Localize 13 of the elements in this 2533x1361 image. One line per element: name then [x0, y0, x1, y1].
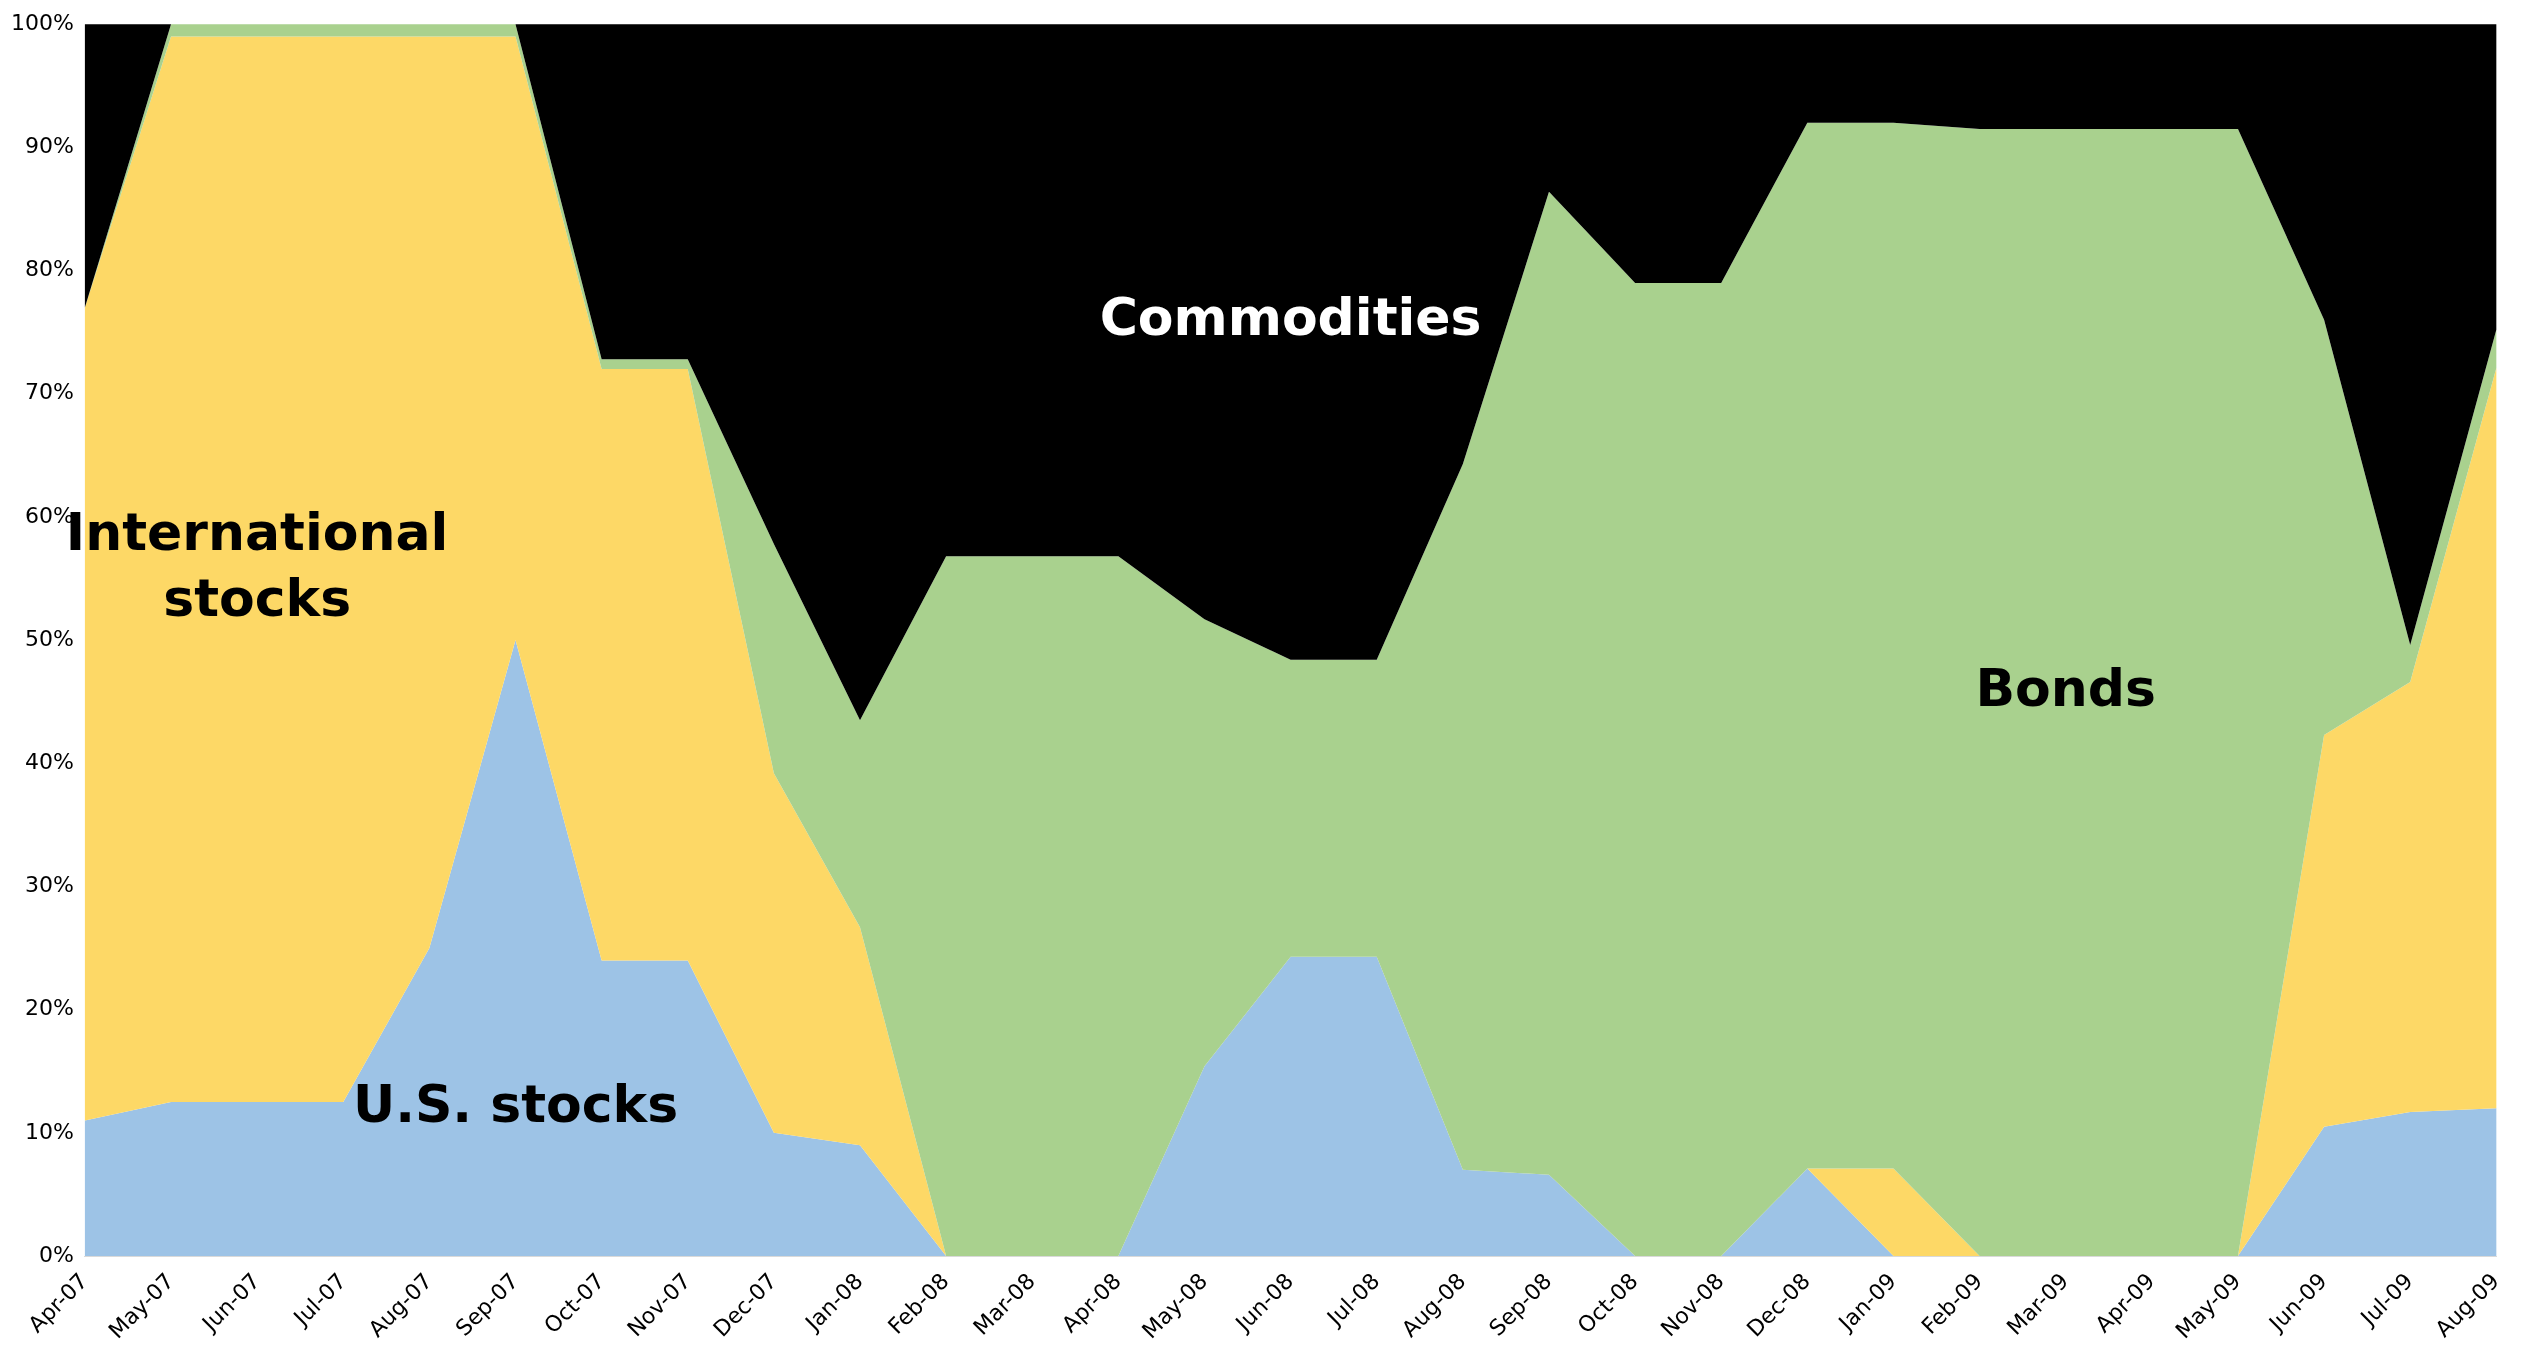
y-tick-label: 90%: [24, 133, 74, 159]
y-tick-label: 80%: [24, 256, 74, 282]
series-label: Commodities: [1099, 287, 1482, 348]
y-tick-label: 10%: [24, 1118, 74, 1144]
y-tick-label: 50%: [24, 625, 74, 651]
y-tick-label: 0%: [38, 1241, 74, 1267]
y-tick-label: 40%: [24, 749, 74, 775]
y-tick-label: 20%: [24, 995, 74, 1021]
y-tick-label: 30%: [24, 872, 74, 898]
y-tick-label: 100%: [10, 9, 74, 35]
series-label: Bonds: [1975, 657, 2156, 718]
y-tick-label: 70%: [24, 379, 74, 405]
series-label: U.S. stocks: [352, 1073, 679, 1134]
